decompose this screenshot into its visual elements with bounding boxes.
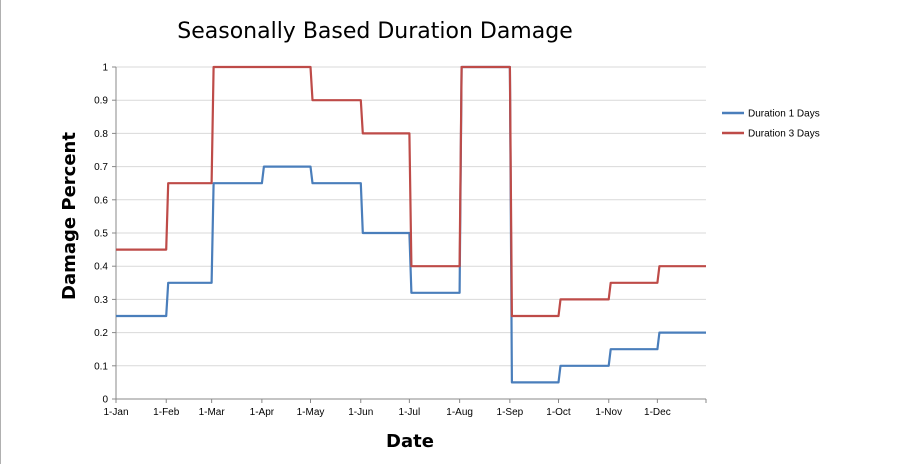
x-axis-title: Date — [386, 431, 434, 452]
legend-label: Duration 3 Days — [748, 129, 820, 140]
y-tick-label: 1 — [102, 63, 108, 74]
x-tick-label: 1-Sep — [497, 407, 524, 418]
series-line-2 — [116, 65, 706, 318]
x-tick-label: 1-Nov — [595, 407, 622, 418]
x-tick-label: 1-Aug — [446, 407, 473, 418]
y-tick-label: 0.5 — [94, 229, 108, 240]
x-tick-label: 1-Jan — [103, 407, 128, 418]
x-tick-label: 1-Feb — [153, 407, 180, 418]
chart-title: Seasonally Based Duration Damage — [177, 19, 572, 44]
x-tick-label: 1-Jul — [399, 407, 421, 418]
y-tick-label: 0.9 — [94, 96, 108, 107]
y-tick-label: 0.2 — [94, 328, 108, 339]
y-tick-label: 0.8 — [94, 129, 108, 140]
x-tick-label: 1-Dec — [644, 407, 671, 418]
y-tick-label: 0.1 — [94, 361, 108, 372]
y-axis-title: Damage Percent — [59, 132, 80, 300]
x-tick-label: 1-Oct — [546, 407, 571, 418]
x-tick-label: 1-Apr — [250, 407, 275, 418]
y-tick-labels: 0 0.1 0.2 0.3 0.4 0.5 0.6 0.7 0.8 0.9 1 — [94, 63, 108, 406]
x-tick-label: 1-Jun — [348, 407, 373, 418]
y-tick-label: 0.3 — [94, 295, 108, 306]
axes — [112, 66, 707, 403]
y-tick-label: 0 — [102, 395, 108, 406]
y-tick-label: 0.7 — [94, 162, 108, 173]
x-tick-label: 1-May — [297, 407, 325, 418]
y-tick-label: 0.6 — [94, 195, 108, 206]
x-tick-labels: 1-Jan 1-Feb 1-Mar 1-Apr 1-May 1-Jun 1-Jul 1-Aug… — [103, 407, 670, 418]
y-tick-label: 0.4 — [94, 262, 108, 273]
legend-label: Duration 1 Days — [748, 109, 820, 120]
x-tick-label: 1-Mar — [199, 407, 226, 418]
legend: Duration 1 Days Duration 3 Days — [722, 109, 820, 140]
series-lines — [116, 65, 706, 384]
